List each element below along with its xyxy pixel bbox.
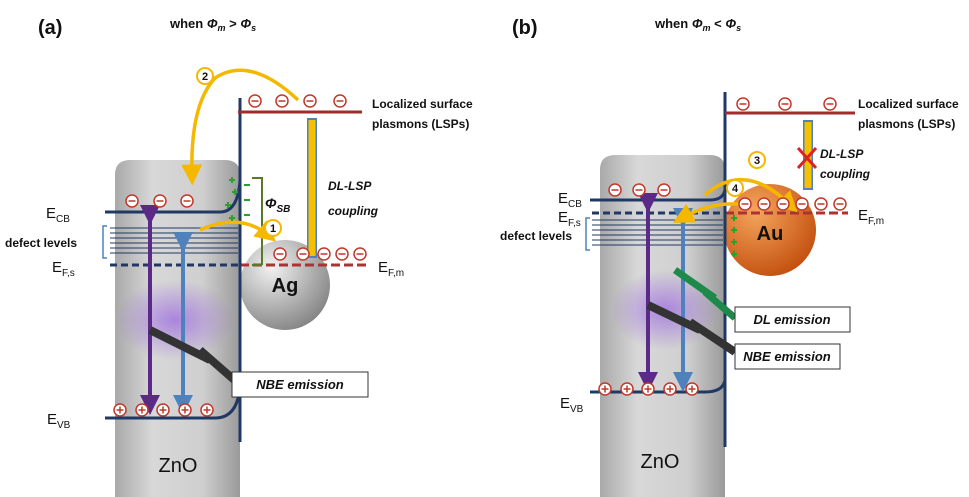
electron <box>824 98 836 110</box>
bracket <box>103 226 107 258</box>
glow <box>115 280 235 360</box>
hole <box>179 404 191 416</box>
nbe-label: NBE emission <box>256 377 343 392</box>
dl-label: DL emission <box>753 312 830 327</box>
panel-label: (a) <box>38 17 62 39</box>
electron <box>834 198 846 210</box>
lsp-label: plasmons (LSPs) <box>372 117 469 131</box>
metal-label: Ag <box>272 275 299 297</box>
efm-label: EF,m <box>378 259 404 279</box>
hole <box>686 383 698 395</box>
evb-label: EVB <box>47 411 71 431</box>
lsp-label: Localized surface <box>372 97 473 111</box>
panel-a: 2 1 NBE emission (a) when Φm > Φs Locali… <box>5 16 473 497</box>
nbe-label: NBE emission <box>743 349 830 364</box>
hole <box>642 383 654 395</box>
defect-label: defect levels <box>5 236 77 250</box>
hole <box>621 383 633 395</box>
coupling-label: DL-LSP <box>820 147 864 161</box>
electron <box>777 198 789 210</box>
electron <box>304 95 316 107</box>
electron <box>154 195 166 207</box>
efs-label: EF,s <box>558 209 581 229</box>
electron <box>739 198 751 210</box>
electron <box>126 195 138 207</box>
coupling-label: coupling <box>820 167 871 181</box>
electron <box>318 248 330 260</box>
electron <box>354 248 366 260</box>
hole <box>136 404 148 416</box>
material-label: ZnO <box>641 451 680 473</box>
hole <box>201 404 213 416</box>
panel-b: 3 4 DL emission NBE emission (b) when Φm… <box>500 16 959 497</box>
barrier-label: ΦSB <box>265 195 290 215</box>
electron <box>274 248 286 260</box>
hole <box>157 404 169 416</box>
hole <box>114 404 126 416</box>
efs-label: EF,s <box>52 259 75 279</box>
electron <box>779 98 791 110</box>
bracket <box>586 218 590 250</box>
step-label: 3 <box>754 155 760 167</box>
electron <box>297 248 309 260</box>
electron <box>633 184 645 196</box>
evb-label: EVB <box>560 395 584 415</box>
figure: 2 1 NBE emission (a) when Φm > Φs Locali… <box>0 0 969 497</box>
panel-label: (b) <box>512 17 538 39</box>
coupling-label: DL-LSP <box>328 179 372 193</box>
step-label: 1 <box>270 223 276 235</box>
electron <box>276 95 288 107</box>
step-label: 2 <box>202 71 208 83</box>
electron <box>737 98 749 110</box>
electron <box>249 95 261 107</box>
hole <box>664 383 676 395</box>
efm-label: EF,m <box>858 207 884 227</box>
condition: when Φm < Φs <box>654 16 741 33</box>
lsp-label: Localized surface <box>858 97 959 111</box>
defect-label: defect levels <box>500 229 572 243</box>
electron <box>796 198 808 210</box>
electron <box>758 198 770 210</box>
lsp-label: plasmons (LSPs) <box>858 117 955 131</box>
condition: when Φm > Φs <box>169 16 256 33</box>
material-label: ZnO <box>159 455 198 477</box>
hole <box>599 383 611 395</box>
coupling-label: coupling <box>328 204 379 218</box>
electron <box>815 198 827 210</box>
electron <box>658 184 670 196</box>
electron <box>334 95 346 107</box>
ecb-label: ECB <box>46 205 70 225</box>
electron <box>181 195 193 207</box>
arrow-2 <box>192 70 298 175</box>
electron <box>609 184 621 196</box>
step-label: 4 <box>732 183 739 195</box>
electron <box>336 248 348 260</box>
ecb-label: ECB <box>558 190 582 210</box>
metal-label: Au <box>757 223 784 245</box>
